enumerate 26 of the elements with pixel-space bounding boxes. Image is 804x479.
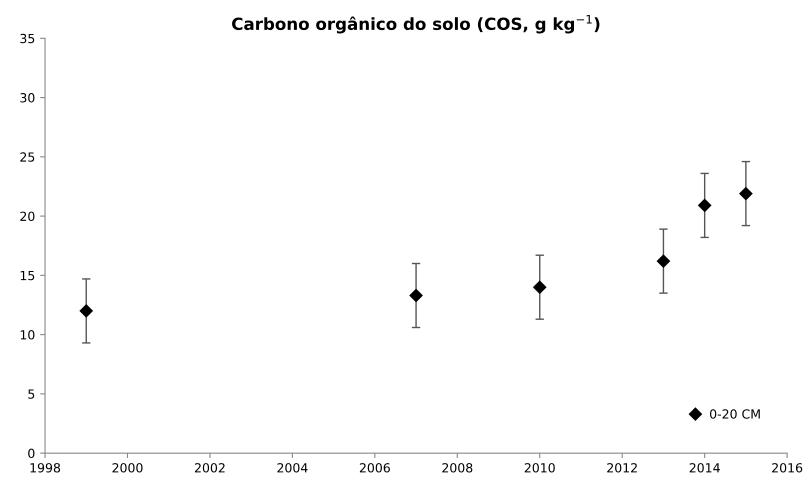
y-tick-label: 20 [20,212,34,222]
chart-title: Carbono orgânico do solo (COS, g kg$^{−1}$) [232,14,600,34]
x-tick-label: 2010 [524,463,555,473]
x-tick-label: 2004 [277,463,308,473]
point [698,198,712,212]
point [409,288,423,302]
legend-label: 0-20 CM [710,409,760,419]
point [80,304,93,318]
x-tick-label: 2002 [194,463,225,473]
y-tick-label: 15 [20,270,34,280]
point [739,186,752,200]
y-tick-label: 10 [20,330,34,340]
y-tick-label: 0 [28,448,34,458]
x-tick-label: 2014 [690,463,720,473]
y-tick-label: 5 [28,390,34,399]
x-tick-label: 2006 [360,463,390,473]
point [533,280,546,294]
y-tick-label: 30 [20,93,34,103]
y-tick-label: 25 [20,152,34,162]
x-tick-label: 2008 [442,463,472,473]
x-tick-label: 1998 [30,463,60,473]
y-tick-label: 35 [20,34,34,44]
x-tick-label: 2012 [607,463,637,473]
point [656,254,670,268]
x-tick-label: 2000 [112,463,143,473]
x-tick-label: 2016 [772,463,802,473]
